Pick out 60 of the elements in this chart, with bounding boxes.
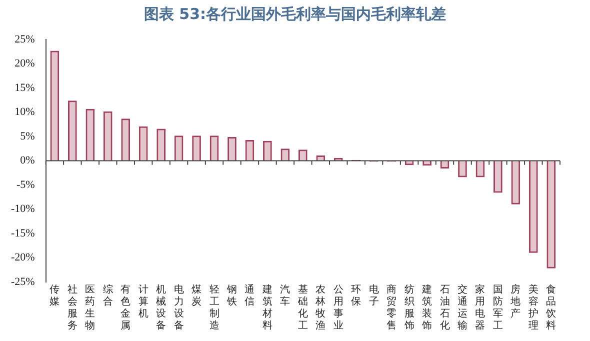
x-tick-label: 通信 bbox=[244, 284, 255, 308]
x-tick-label: 基础化工 bbox=[296, 284, 308, 332]
y-tick-label: -20% bbox=[11, 252, 35, 264]
x-tick-label: 计算机 bbox=[138, 284, 148, 320]
bar bbox=[50, 50, 60, 161]
x-tick-label: 环保 bbox=[351, 284, 362, 308]
bar bbox=[138, 126, 148, 161]
y-tick-label: 25% bbox=[14, 33, 35, 46]
y-tick-label: 5% bbox=[20, 130, 35, 142]
y-tick-label: -5% bbox=[16, 178, 35, 191]
x-tick-label: 医药生物 bbox=[85, 284, 96, 332]
x-tick-label: 社会服务 bbox=[67, 284, 78, 332]
x-tick-label: 国防军工 bbox=[492, 284, 503, 332]
bar bbox=[68, 100, 77, 161]
x-tick-label: 建筑装饰 bbox=[421, 284, 432, 332]
x-tick-label: 煤炭 bbox=[192, 284, 202, 308]
bar bbox=[210, 136, 219, 161]
y-tick-label: -15% bbox=[11, 227, 35, 240]
bar bbox=[228, 137, 236, 161]
x-tick-label: 建筑材料 bbox=[261, 284, 272, 332]
bar bbox=[476, 160, 485, 178]
x-tick-label: 食品饮料 bbox=[545, 284, 556, 332]
bar bbox=[121, 118, 130, 161]
y-tick-label: -10% bbox=[11, 203, 35, 216]
bar bbox=[174, 136, 184, 161]
bar bbox=[156, 128, 166, 161]
x-tick-label: 纺织服饰 bbox=[403, 284, 414, 332]
bar bbox=[263, 140, 272, 161]
bar bbox=[528, 160, 538, 253]
x-tick-label: 电力设备 bbox=[174, 284, 184, 332]
bar bbox=[103, 111, 112, 161]
y-tick-label: 10% bbox=[14, 106, 35, 118]
x-tick-label: 家用电器 bbox=[475, 284, 486, 332]
x-tick-label: 汽车 bbox=[280, 284, 290, 308]
bar bbox=[494, 160, 502, 193]
bar bbox=[458, 160, 467, 178]
y-tick-label: 15% bbox=[14, 82, 35, 94]
y-tick-label: -25% bbox=[11, 276, 35, 288]
x-tick-label: 有色金属 bbox=[120, 284, 131, 332]
x-tick-label: 石油石化 bbox=[440, 284, 450, 332]
x-tick-label: 综合 bbox=[102, 284, 113, 308]
y-tick-label: 0% bbox=[20, 154, 35, 167]
bar bbox=[546, 160, 556, 268]
x-tick-label: 房地产 bbox=[510, 284, 521, 320]
x-tick-label: 美容护理 bbox=[527, 284, 538, 332]
bar bbox=[511, 160, 520, 204]
x-tick-label: 轻工制造 bbox=[209, 284, 220, 332]
bar bbox=[192, 136, 201, 161]
y-tick-label: 20% bbox=[14, 58, 35, 70]
x-tick-label: 电子 bbox=[368, 284, 379, 308]
x-tick-label: 机械设备 bbox=[156, 284, 166, 332]
bar bbox=[86, 108, 95, 161]
bar bbox=[245, 140, 254, 161]
x-tick-label: 传媒 bbox=[50, 284, 60, 308]
x-tick-label: 商贸零售 bbox=[386, 284, 397, 332]
x-tick-label: 公用事业 bbox=[333, 284, 344, 332]
x-tick-label: 农林牧渔 bbox=[314, 284, 326, 332]
x-tick-label: 交通运输 bbox=[457, 284, 468, 332]
chart-title: 图表 53:各行业国外毛利率与国内毛利率轧差 bbox=[142, 4, 448, 25]
x-tick-label: 钢铁 bbox=[226, 284, 237, 308]
